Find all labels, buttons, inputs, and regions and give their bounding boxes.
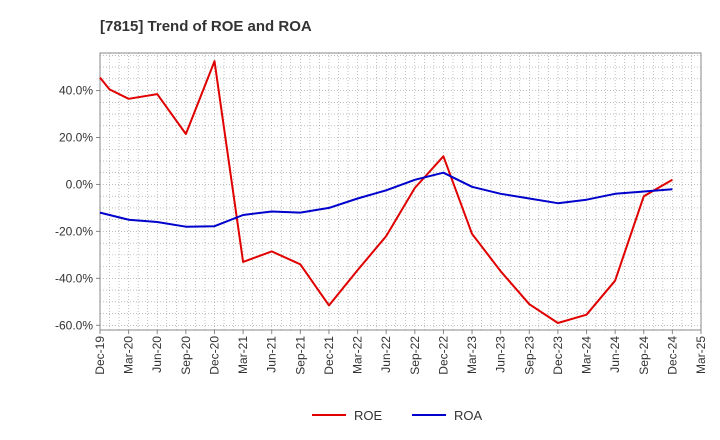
x-tick-label: Sep-20 [179, 336, 193, 375]
x-tick-label: Sep-24 [637, 336, 651, 375]
legend-label-roa: ROA [454, 408, 483, 423]
x-tick-label: Sep-23 [522, 336, 536, 375]
x-tick-label: Jun-22 [379, 336, 393, 373]
x-tick-label: Sep-21 [293, 336, 307, 375]
y-tick-label: -40.0% [55, 271, 93, 285]
x-tick-label: Jun-21 [265, 336, 279, 373]
x-tick-label: Mar-22 [351, 336, 365, 374]
y-tick-label: -60.0% [55, 318, 93, 332]
y-tick-label: 40.0% [59, 84, 93, 98]
plot-frame [99, 52, 702, 331]
x-tick-label: Mar-24 [580, 336, 594, 374]
chart-legend: ROE ROA [312, 408, 483, 423]
chart-title: [7815] Trend of ROE and ROA [100, 18, 312, 35]
x-tick-label: Mar-25 [694, 336, 708, 374]
x-tick-label: Dec-19 [93, 336, 107, 375]
x-tick-label: Jun-20 [150, 336, 164, 373]
x-tick-label: Dec-21 [322, 336, 336, 375]
plot-area: 40.0% 20.0% 0.0% -20.0% -40.0% -60.0%Dec-19 Ma… [55, 52, 708, 375]
x-tick-label: Dec-24 [665, 336, 679, 375]
x-tick-label: Dec-22 [436, 336, 450, 375]
y-tick-label: 0.0% [66, 177, 94, 191]
x-tick-label: Mar-21 [236, 336, 250, 374]
x-tick-label: Dec-23 [551, 336, 565, 375]
x-tick-label: Mar-20 [122, 336, 136, 374]
y-tick-label: 20.0% [59, 131, 93, 145]
legend-label-roe: ROE [354, 408, 383, 423]
series-line-roa [99, 171, 673, 228]
x-tick-label: Sep-22 [408, 336, 422, 375]
x-tick-label: Jun-23 [494, 336, 508, 373]
x-tick-label: Jun-24 [608, 336, 622, 373]
series-line-roe [99, 60, 673, 324]
x-tick-label: Mar-23 [465, 336, 479, 374]
y-tick-label: -20.0% [55, 224, 93, 238]
x-tick-label: Dec-20 [207, 336, 221, 375]
